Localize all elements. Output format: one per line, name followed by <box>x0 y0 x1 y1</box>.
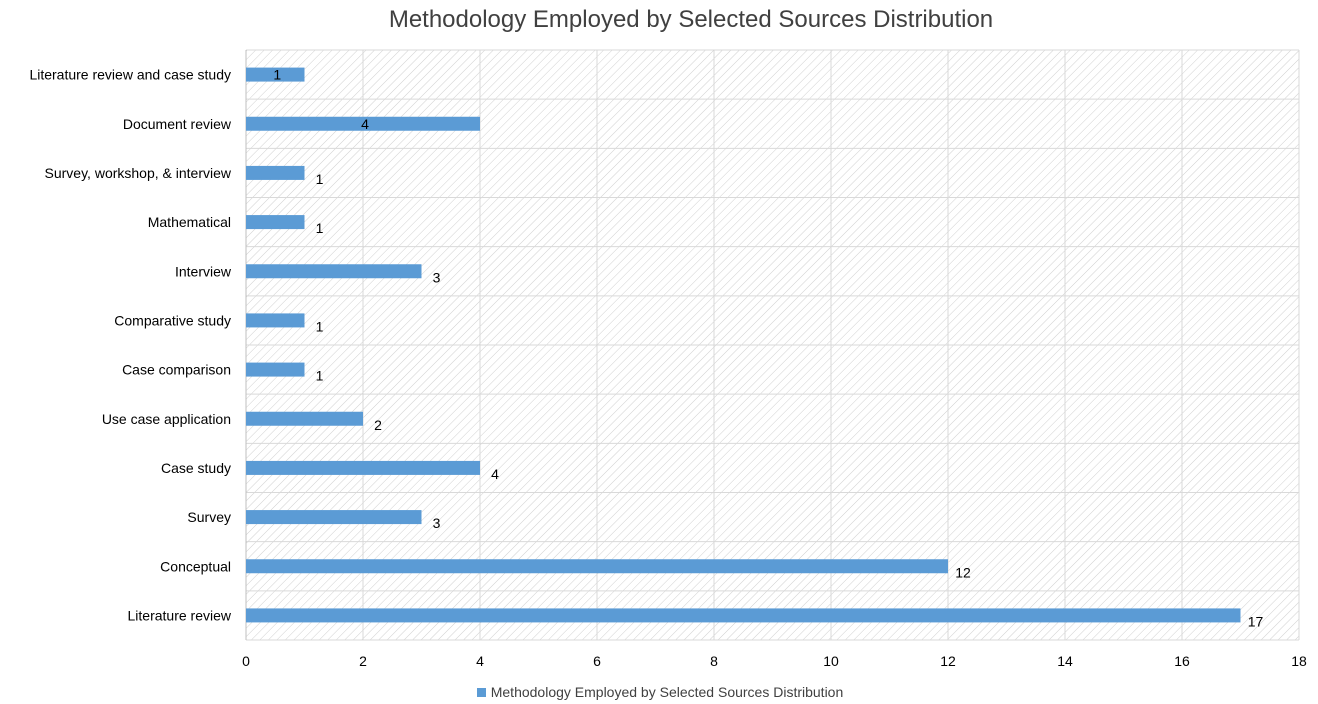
bar <box>246 313 305 328</box>
bar <box>246 165 305 180</box>
x-tick-label: 2 <box>359 653 367 669</box>
x-axis-ticks: 0 2 4 6 8 10 12 14 16 18 <box>242 653 1307 669</box>
category-label: Comparative study <box>114 312 231 328</box>
data-label: 3 <box>433 515 441 531</box>
bar <box>246 116 480 131</box>
legend-label: Methodology Employed by Selected Sources… <box>490 684 844 700</box>
bar <box>246 264 422 279</box>
category-label: Case comparison <box>122 362 231 378</box>
legend-swatch <box>476 688 486 697</box>
data-label: 1 <box>316 318 324 334</box>
bar <box>246 559 948 574</box>
data-label: 4 <box>491 466 499 482</box>
bar <box>246 411 363 426</box>
bar <box>246 362 305 377</box>
category-label: Mathematical <box>148 214 231 230</box>
x-tick-label: 8 <box>710 653 718 669</box>
x-tick-label: 16 <box>1174 653 1190 669</box>
category-label: Literature review <box>128 607 232 623</box>
category-label: Case study <box>161 460 231 476</box>
data-label: 17 <box>1248 613 1264 629</box>
data-label: 4 <box>361 116 369 132</box>
x-tick-label: 0 <box>242 653 250 669</box>
data-label: 1 <box>316 171 324 187</box>
gridlines <box>245 49 1300 641</box>
category-label: Use case application <box>102 411 231 427</box>
category-labels: Literature review Conceptual Survey Case st… <box>29 67 231 624</box>
category-label: Literature review and case study <box>29 67 231 83</box>
data-label: 1 <box>316 220 324 236</box>
category-label: Conceptual <box>160 558 231 574</box>
x-tick-label: 18 <box>1291 653 1307 669</box>
bar <box>246 67 305 82</box>
category-label: Document review <box>123 116 232 132</box>
data-label: 1 <box>316 368 324 384</box>
chart-title: Methodology Employed by Selected Sources… <box>388 6 994 33</box>
x-tick-label: 4 <box>476 653 484 669</box>
data-labels: 17 12 3 4 2 1 1 3 1 1 4 1 <box>273 67 1263 630</box>
bar <box>246 510 422 525</box>
bars <box>246 67 1241 623</box>
bar <box>246 215 305 230</box>
x-tick-label: 14 <box>1057 653 1073 669</box>
x-tick-label: 6 <box>593 653 601 669</box>
category-label: Survey <box>187 509 231 525</box>
legend: Methodology Employed by Selected Sources… <box>0 684 1318 700</box>
x-tick-label: 12 <box>940 653 956 669</box>
bar <box>246 460 480 475</box>
data-label: 3 <box>433 269 441 285</box>
data-label: 2 <box>374 417 382 433</box>
bar <box>246 608 1241 623</box>
x-tick-label: 10 <box>823 653 839 669</box>
data-label: 12 <box>955 564 971 580</box>
category-label: Survey, workshop, & interview <box>45 165 232 181</box>
category-label: Interview <box>175 263 232 279</box>
data-label: 1 <box>273 67 281 83</box>
